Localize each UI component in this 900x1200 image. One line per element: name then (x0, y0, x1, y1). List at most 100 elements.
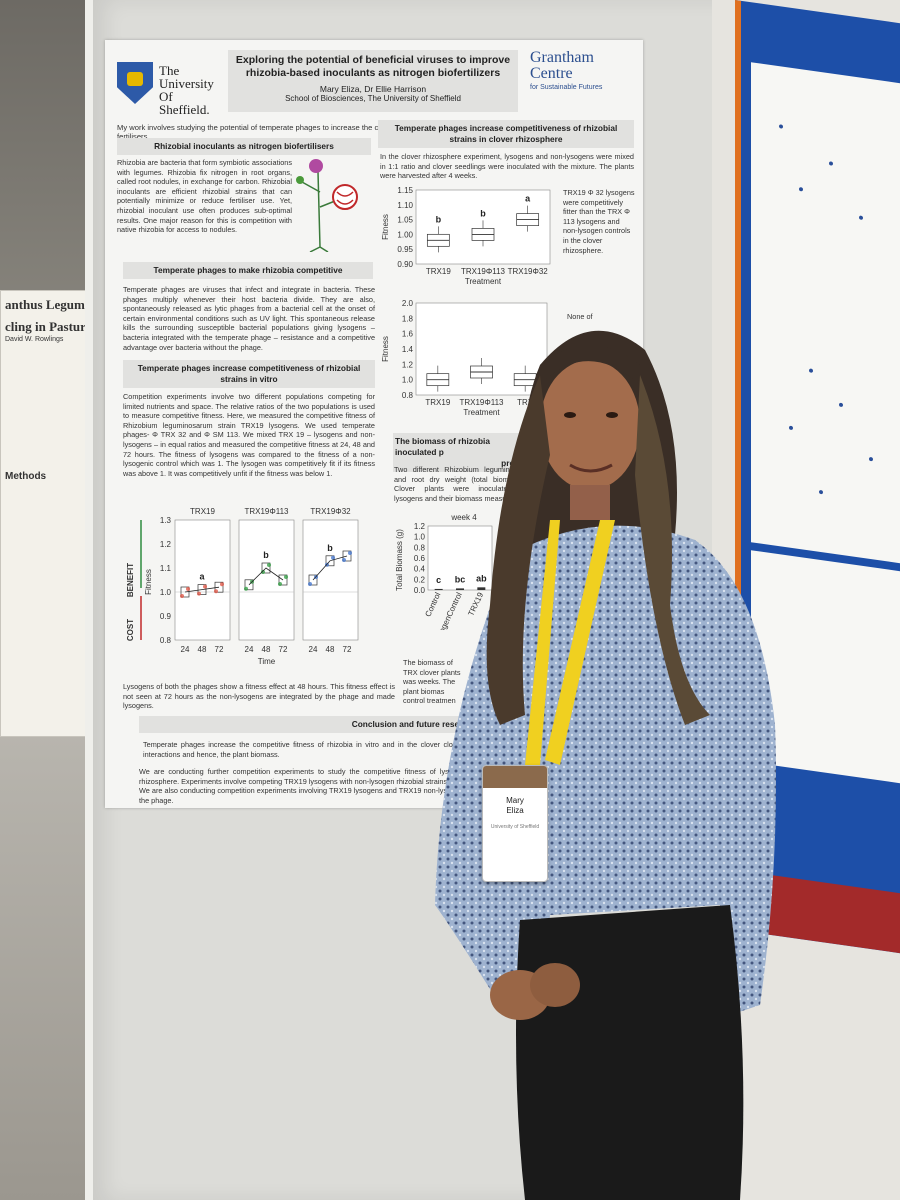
box-mark (197, 584, 207, 595)
y-axis-label: Fitness (144, 569, 153, 595)
y-tick-label: 1.15 (397, 186, 413, 195)
grantham-logo: Grantham Centre for Sustainable Futures (530, 49, 603, 92)
poster-authors: Mary Eliza, Dr Ellie Harrison (319, 84, 427, 94)
x-tick-label: 48 (198, 645, 207, 654)
section-3-text: Competition experiments involve two diff… (123, 392, 375, 478)
poster-title-box: Exploring the potential of beneficial vi… (228, 50, 518, 112)
presenter-person (435, 330, 776, 1200)
y-tick-label: 2.0 (402, 299, 414, 308)
significance-label: b (327, 543, 333, 553)
y-tick-label: 0.9 (160, 612, 172, 621)
name-badge: Mary Eliza University of Sheffield (482, 765, 548, 882)
research-poster: The University Of Sheffield. Exploring t… (105, 40, 643, 808)
data-point (278, 582, 282, 586)
section-3-title: Temperate phages increase competitivenes… (123, 360, 375, 388)
x-tick-label: TRX (517, 398, 534, 407)
data-point (203, 584, 207, 589)
x-tick-label: 72 (279, 645, 288, 654)
x-tick-label: 72 (343, 645, 352, 654)
bar-mark (456, 588, 464, 590)
section-6-text-1: Temperate phages increase the competitiv… (143, 740, 463, 759)
badge-name: Mary Eliza (506, 796, 524, 815)
section-6-title: Conclusion and future resear (139, 716, 469, 733)
section-5-text-2: The biomass of TRX clover plants was wee… (403, 658, 461, 706)
y-tick-label: 1.10 (397, 201, 413, 210)
x-tick-label: 24 (181, 645, 190, 654)
box-mark (278, 574, 288, 586)
plot-frame (427, 525, 493, 591)
poster-intro: My work involves studying the potential … (117, 123, 609, 141)
box-mark (214, 581, 224, 593)
section-2-text: Temperate phages are viruses that infect… (123, 285, 375, 352)
data-point (214, 589, 218, 594)
significance-label: b (480, 208, 486, 218)
data-point (284, 575, 288, 579)
x-axis-label: Treatment (463, 408, 500, 417)
significance-label: c (436, 575, 441, 585)
significance-label: b (263, 550, 269, 560)
y-tick-label: 1.0 (160, 588, 172, 597)
left-neighbor-poster: anthus Legum cling in Pastur David W. Ro… (0, 290, 94, 737)
data-point (186, 587, 190, 591)
y-tick-label: 1.1 (160, 564, 172, 573)
data-point (180, 594, 184, 598)
y-tick-label: 0.90 (397, 260, 413, 269)
y-tick-label: 1.2 (402, 360, 414, 369)
chart-title: week 4 (450, 513, 477, 522)
y-tick-label: 0.4 (414, 565, 426, 574)
side-poster-authors: David W. Rowlings (5, 336, 64, 344)
x-tick-label: 72 (215, 645, 224, 654)
university-name: The University Of Sheffield. (159, 63, 214, 117)
y-tick-label: 1.6 (402, 330, 414, 339)
right-neighbor-poster (735, 0, 900, 955)
x-tick-label: TRX19 (425, 398, 450, 407)
y-tick-label: 0.2 (414, 575, 426, 584)
panel-frame (302, 519, 359, 641)
data-point (197, 591, 201, 596)
box-mark (261, 562, 271, 574)
side-poster-title-2: cling in Pastur (5, 318, 86, 334)
x-axis-label: Treatment (465, 277, 502, 286)
university-logo: The University Of Sheffield. (113, 54, 225, 116)
x-tick-label: TRX19Φ113 (461, 267, 506, 276)
section-4-text: In the clover rhizosphere experiment, ly… (380, 152, 634, 181)
x-tick-label: TRX19Φ32 (508, 267, 549, 276)
poster-school: School of Biosciences, The University of… (285, 94, 461, 103)
rhizosphere-fitness-chart-svg: Fitness 1.15 1.10 1.05 1.00 0.95 0.90 TRX19 b TRX… (381, 186, 551, 286)
data-point (244, 586, 248, 591)
rhizosphere-fitness-chart: Fitness 1.15 1.10 1.05 1.00 0.95 0.90 TRX19 b TRX… (380, 182, 558, 292)
fitness-time-chart: BENEFIT COST Fitness 1.3 1.2 1.1 1.0 0.9 0.8 TRX1… (123, 500, 378, 670)
y-tick-label: 1.00 (397, 230, 413, 239)
section-1-text: Rhizobia are bacteria that form symbioti… (117, 158, 292, 235)
data-point (220, 582, 224, 587)
median-line (184, 586, 220, 593)
badge-org: University of Sheffield (490, 824, 540, 830)
box-mark (325, 555, 335, 567)
data-point (267, 563, 271, 567)
section-3-caption: Lysogens of both the phages show a fitne… (123, 682, 395, 711)
data-point (348, 551, 352, 555)
biomass-chart: week 4 Total Biomass (g) 1.2 1.0 0.8 0.6 0.4 0.… (394, 510, 494, 630)
fitness-time-chart-svg: BENEFIT COST Fitness 1.3 1.2 1.1 1.0 0.9 0.8 TRX1… (126, 507, 359, 666)
x-tick-label: 48 (326, 645, 335, 654)
bar-mark (477, 587, 486, 590)
significance-label: a (199, 572, 205, 582)
y-tick-label: 0.6 (414, 554, 426, 563)
y-tick-label: 1.0 (402, 376, 414, 385)
y-tick-label: 0.8 (402, 391, 414, 400)
section-6-text-3: We are also conducting competition exper… (139, 786, 465, 805)
y-tick-label: 0.8 (160, 636, 172, 645)
y-axis-label: Total Biomass (g) (395, 529, 404, 591)
benefit-label: BENEFIT (126, 563, 135, 597)
y-tick-label: 1.2 (160, 540, 172, 549)
y-tick-label: 1.8 (402, 314, 414, 323)
panel-title: TRX19Φ113 (244, 507, 289, 516)
poster-title: Exploring the potential of beneficial vi… (235, 54, 511, 79)
data-point (261, 570, 265, 574)
box-mark (244, 579, 254, 591)
shield-icon (117, 62, 153, 104)
median-line (312, 555, 348, 581)
y-tick-label: 0.95 (397, 245, 413, 254)
panel-frame (174, 519, 231, 641)
